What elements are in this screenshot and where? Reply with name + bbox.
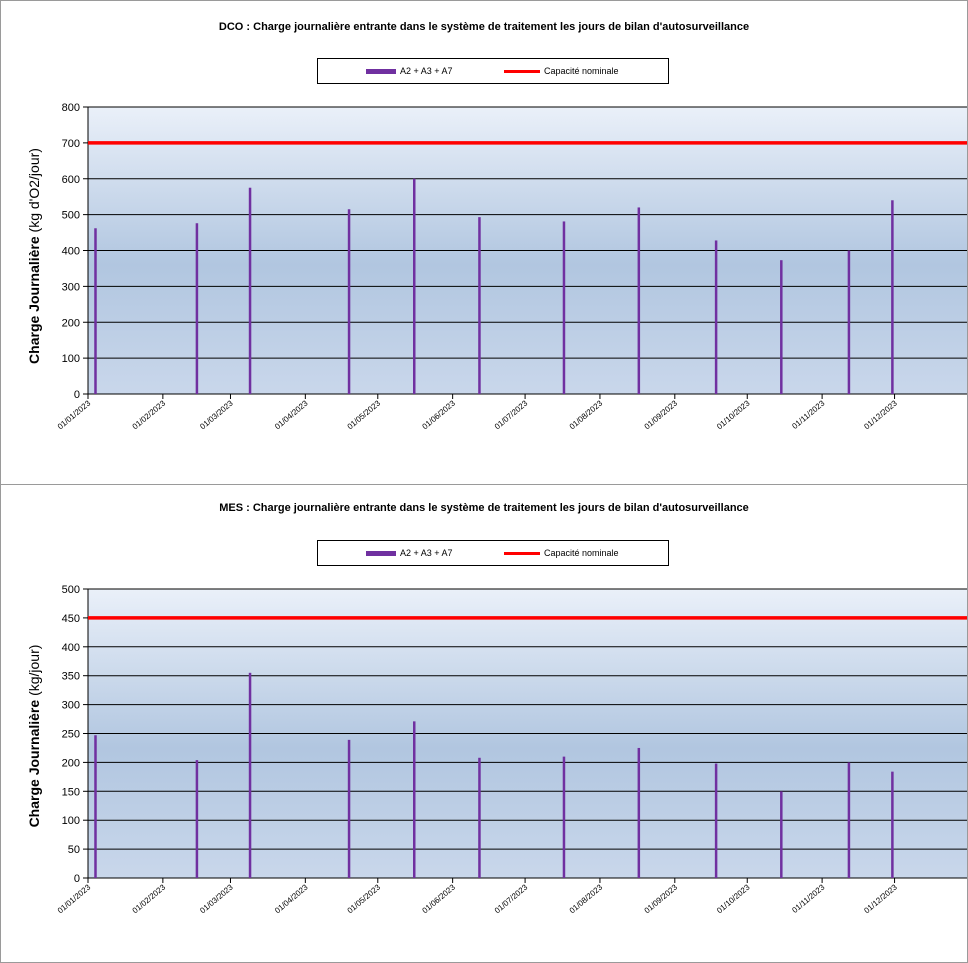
chart-plot-dco: 0 100 200 300 400 500 600 700 800 01/01/2023 01/02… bbox=[56, 102, 967, 431]
data-bar bbox=[478, 217, 481, 394]
y-tick-label: 500 bbox=[62, 210, 80, 222]
x-tick-label: 01/01/2023 bbox=[56, 398, 93, 431]
chart-plot-mes: 0 50 100 150 200 250 300 350 400 450 500 01/01/2023… bbox=[56, 584, 967, 915]
data-bar bbox=[347, 739, 351, 878]
y-tick-label: 800 bbox=[62, 102, 80, 114]
x-tick-label: 01/04/2023 bbox=[273, 882, 310, 915]
y-tick-label: 50 bbox=[68, 844, 80, 856]
y-tick-label: 250 bbox=[62, 729, 80, 741]
data-bar bbox=[637, 747, 641, 878]
x-tick-label: 01/03/2023 bbox=[198, 398, 235, 431]
y-tick-label: 500 bbox=[62, 584, 80, 596]
y-tick-label: 350 bbox=[62, 671, 80, 683]
x-tick-label: 01/03/2023 bbox=[198, 882, 235, 915]
x-tick-label: 01/08/2023 bbox=[568, 882, 605, 915]
data-bar bbox=[891, 200, 894, 394]
data-bar bbox=[94, 735, 97, 878]
data-bar bbox=[248, 672, 252, 878]
data-bar bbox=[637, 207, 641, 394]
data-bar bbox=[780, 260, 783, 394]
y-tick-label: 200 bbox=[62, 317, 80, 329]
data-bar bbox=[248, 187, 252, 394]
data-bar bbox=[562, 756, 566, 878]
legend-item-series: A2 + A3 + A7 bbox=[366, 541, 453, 565]
data-bar bbox=[413, 721, 416, 878]
data-bar bbox=[195, 760, 199, 878]
chart-panel-mes: MES : Charge journalière entrante dans l… bbox=[0, 484, 968, 963]
x-tick-label: 01/06/2023 bbox=[420, 398, 457, 431]
x-tick-label: 01/01/2023 bbox=[56, 882, 93, 915]
y-tick-label: 700 bbox=[62, 138, 80, 150]
y-tick-label: 0 bbox=[74, 389, 80, 401]
legend-series-label: A2 + A3 + A7 bbox=[400, 66, 453, 76]
data-bar bbox=[94, 228, 97, 394]
data-bar bbox=[347, 209, 351, 394]
data-bar bbox=[847, 762, 851, 878]
chart-title: DCO : Charge journalière entrante dans l… bbox=[218, 21, 750, 33]
y-tick-label: 100 bbox=[62, 353, 80, 365]
data-bar bbox=[847, 250, 851, 394]
legend-bar-swatch bbox=[366, 550, 396, 556]
x-tick-label: 01/12/2023 bbox=[862, 398, 899, 431]
y-tick-label: 200 bbox=[62, 757, 80, 769]
y-tick-label: 300 bbox=[62, 700, 80, 712]
legend-item-capacity: Capacité nominale bbox=[504, 541, 619, 565]
y-tick-label: 300 bbox=[62, 281, 80, 293]
data-bar bbox=[195, 223, 199, 394]
x-tick-label: 01/11/2023 bbox=[790, 398, 826, 431]
x-tick-label: 01/02/2023 bbox=[131, 882, 168, 915]
chart-legend: A2 + A3 + A7 Capacité nominale bbox=[317, 540, 669, 566]
y-tick-label: 400 bbox=[62, 642, 80, 654]
data-bar bbox=[478, 757, 481, 878]
x-tick-label: 01/07/2023 bbox=[493, 398, 530, 431]
data-bar bbox=[714, 240, 718, 394]
chart-panel-dco: DCO : Charge journalière entrante dans l… bbox=[0, 0, 968, 485]
data-bar bbox=[780, 791, 783, 878]
x-tick-label: 01/11/2023 bbox=[790, 882, 826, 915]
data-bar bbox=[714, 763, 718, 878]
y-tick-label: 150 bbox=[62, 786, 80, 798]
y-tick-label: 100 bbox=[62, 815, 80, 827]
y-tick-label: 450 bbox=[62, 613, 80, 625]
data-bar bbox=[891, 771, 894, 878]
x-tick-label: 01/04/2023 bbox=[273, 398, 310, 431]
chart-legend: A2 + A3 + A7 Capacité nominale bbox=[317, 58, 669, 84]
legend-line-swatch bbox=[504, 551, 540, 555]
legend-series-label: A2 + A3 + A7 bbox=[400, 548, 453, 558]
x-tick-label: 01/08/2023 bbox=[568, 398, 605, 431]
x-tick-label: 01/09/2023 bbox=[643, 398, 680, 431]
y-tick-label: 0 bbox=[74, 873, 80, 885]
x-tick-label: 01/05/2023 bbox=[346, 882, 383, 915]
y-tick-label: 600 bbox=[62, 174, 80, 186]
y-tick-label: 400 bbox=[62, 246, 80, 258]
legend-item-capacity: Capacité nominale bbox=[504, 59, 619, 83]
data-bar bbox=[562, 221, 566, 394]
x-tick-label: 01/10/2023 bbox=[715, 398, 752, 431]
x-tick-label: 01/09/2023 bbox=[643, 882, 680, 915]
x-tick-label: 01/12/2023 bbox=[862, 882, 899, 915]
legend-line-swatch bbox=[504, 69, 540, 73]
x-tick-label: 01/10/2023 bbox=[715, 882, 752, 915]
x-tick-label: 01/02/2023 bbox=[131, 398, 168, 431]
legend-capacity-label: Capacité nominale bbox=[544, 548, 619, 558]
legend-item-series: A2 + A3 + A7 bbox=[366, 59, 453, 83]
data-bar bbox=[413, 178, 416, 394]
chart-title: MES : Charge journalière entrante dans l… bbox=[219, 502, 749, 514]
x-tick-label: 01/07/2023 bbox=[493, 882, 530, 915]
legend-capacity-label: Capacité nominale bbox=[544, 66, 619, 76]
x-tick-label: 01/05/2023 bbox=[346, 398, 383, 431]
x-tick-label: 01/06/2023 bbox=[420, 882, 457, 915]
legend-bar-swatch bbox=[366, 68, 396, 74]
